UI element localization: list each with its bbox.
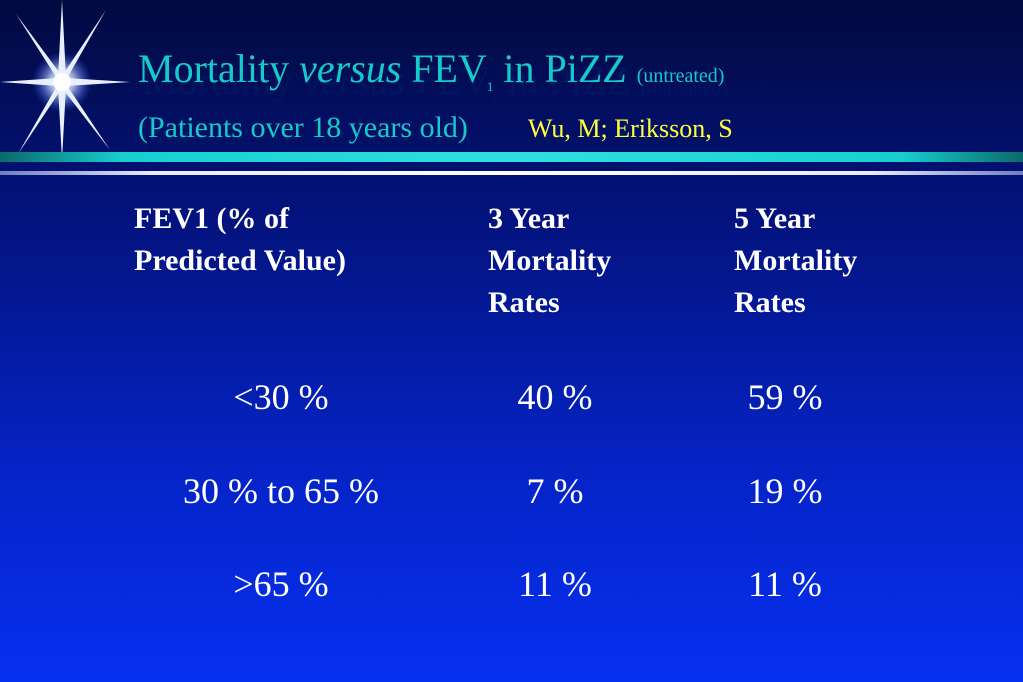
divider-white — [0, 171, 1023, 175]
title-text-pizz: in PiZZ — [493, 46, 627, 91]
cell-row3-3yr: 11 % — [518, 564, 592, 604]
title-subscript: 1 — [486, 79, 494, 94]
author-credit: Wu, M; Eriksson, S — [527, 114, 733, 143]
cell-row2-3yr: 7 % — [526, 471, 584, 511]
slide-title-block: Mortality versus FEV1 in PiZZ (untreated… — [138, 44, 737, 156]
title-note: (untreated) — [636, 65, 725, 87]
slide-title: Mortality versus FEV1 in PiZZ (untreated… — [138, 46, 729, 106]
title-italic: versus — [299, 46, 402, 91]
cell-row3-fev1: >65 % — [233, 564, 329, 604]
subtitle-text: (Patients over 18 years old) — [138, 111, 468, 144]
cell-row1-fev1: <30 % — [233, 377, 329, 417]
header-fev1: FEV1 (% of Predicted Value) — [134, 202, 346, 277]
divider-teal — [0, 152, 1023, 162]
cell-row2-5yr: 19 % — [747, 471, 823, 511]
cell-row1-3yr: 40 % — [517, 377, 593, 417]
cell-row1-5yr: 59 % — [747, 377, 823, 417]
starburst-icon — [0, 0, 130, 160]
header-5-year: 5 Year Mortality Rates — [734, 202, 858, 319]
title-text-fev: FEV — [401, 46, 487, 91]
title-text: Mortality — [138, 46, 300, 91]
cell-row3-5yr: 11 % — [748, 564, 822, 604]
slide-subtitle: (Patients over 18 years old) Wu, M; Eriks… — [138, 111, 737, 156]
header-3-year: 3 Year Mortality Rates — [488, 202, 612, 319]
cell-row2-fev1: 30 % to 65 % — [183, 471, 379, 511]
